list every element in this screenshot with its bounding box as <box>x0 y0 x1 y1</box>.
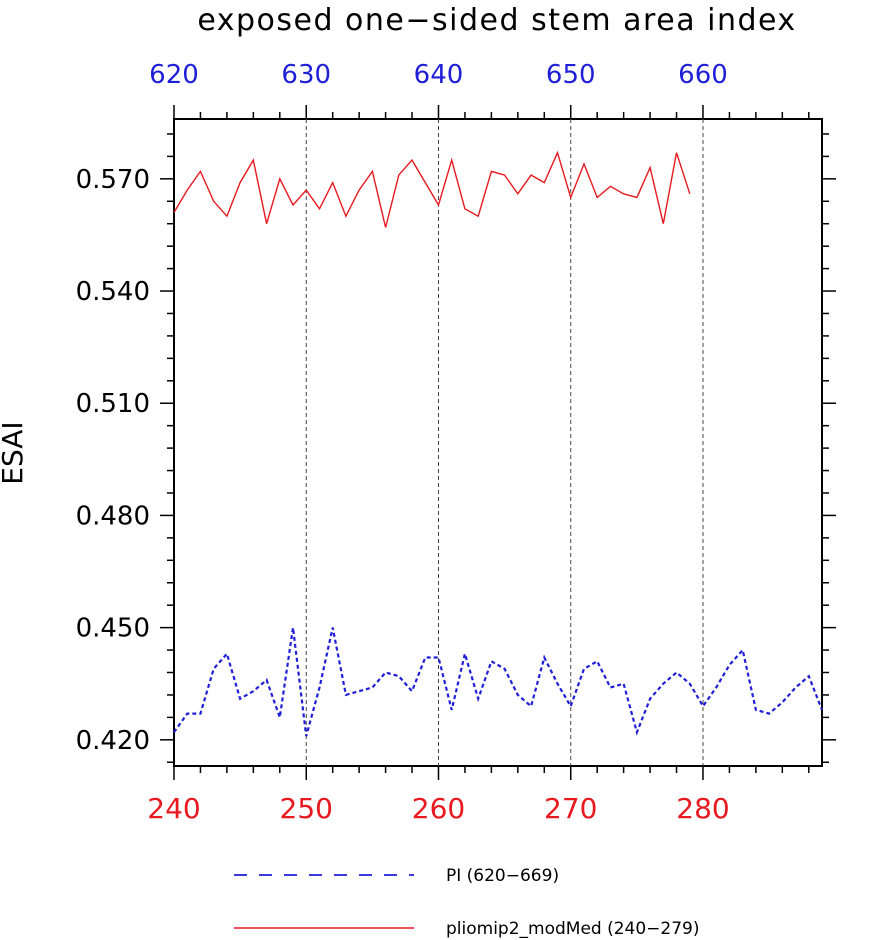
x-bottom-tick-label-2: 260 <box>412 792 465 825</box>
plot-area <box>173 118 823 767</box>
x-bottom-tick-label-1: 250 <box>280 792 333 825</box>
x-top-tick-label-3: 650 <box>546 60 596 90</box>
x-bottom-tick-label-4: 280 <box>676 792 729 825</box>
x-top-tick-label-4: 660 <box>678 60 728 90</box>
y-tick-label-4: 0.540 <box>76 277 150 307</box>
chart-title: exposed one−sided stem area index <box>197 3 796 38</box>
series-line-0 <box>173 627 824 737</box>
x-top-tick-label-1: 630 <box>281 60 331 90</box>
legend: PI (620−669) pliomip2_modMed (240−279) <box>234 866 700 939</box>
y-tick-labels: 0.420 0.450 0.480 0.510 0.540 0.570 <box>76 165 150 756</box>
legend-label-pi: PI (620−669) <box>446 866 559 886</box>
y-axis-label: ESAI <box>0 421 29 484</box>
x-bottom-tick-label-0: 240 <box>147 792 200 825</box>
legend-label-pliomip2: pliomip2_modMed (240−279) <box>446 919 700 939</box>
series-line-1 <box>173 150 691 228</box>
y-tick-label-3: 0.510 <box>76 389 150 419</box>
y-tick-label-2: 0.480 <box>76 501 150 531</box>
y-tick-label-5: 0.570 <box>76 165 150 195</box>
y-tick-label-0: 0.420 <box>76 726 150 756</box>
y-tick-label-1: 0.450 <box>76 614 150 644</box>
axis-ticks <box>160 105 836 780</box>
gridlines <box>305 119 704 766</box>
series-lines <box>173 150 824 737</box>
x-top-tick-label-0: 620 <box>149 60 199 90</box>
x-top-tick-label-2: 640 <box>414 60 464 90</box>
x-bottom-tick-labels: 240 250 260 270 280 <box>147 792 729 825</box>
x-bottom-tick-label-3: 270 <box>544 792 597 825</box>
x-top-tick-labels: 620 630 640 650 660 <box>149 60 728 90</box>
